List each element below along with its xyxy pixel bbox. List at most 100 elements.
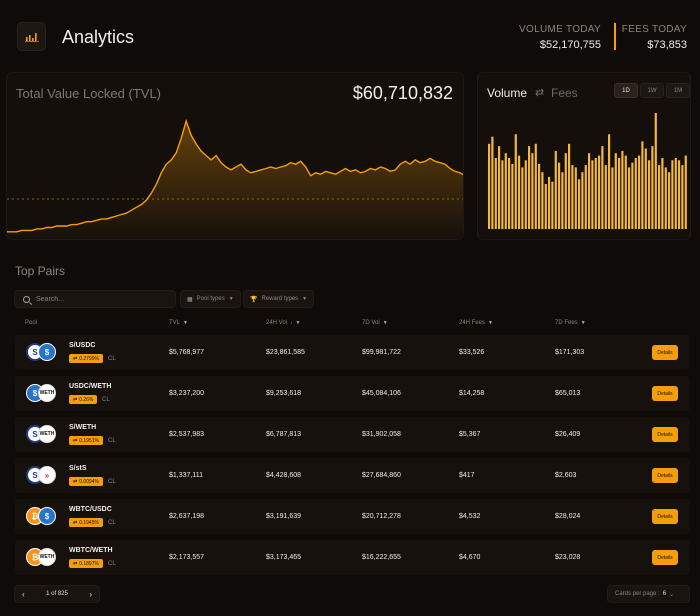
fees24-cell: $5,367 [459, 431, 481, 438]
volume-bar [538, 163, 541, 229]
column-header-24h-fees[interactable]: 24H Fees ▼ [459, 320, 493, 326]
chevron-down-icon: ▼ [228, 296, 234, 302]
token-b-icon: WETH [38, 425, 56, 443]
tvl-cell: $5,768,977 [169, 349, 205, 356]
chevron-left-icon[interactable]: ‹ [22, 589, 25, 599]
volume-bar [648, 160, 651, 229]
tvl-cell: $2,537,983 [169, 431, 205, 438]
stat-divider [614, 23, 616, 50]
column-header-24h-vol[interactable]: 24H Vol ↓ ▼ [266, 320, 301, 326]
tab-volume[interactable]: Volume [487, 86, 528, 100]
tab-fees[interactable]: Fees [551, 86, 578, 100]
table-row[interactable]: ₿ WETH WBTC/WETH ⇄ 0.1897% CL $2,173,557 $3,173… [15, 540, 690, 575]
volume-bar [541, 172, 544, 229]
column-header-tvl[interactable]: TVL ▼ [169, 320, 188, 326]
tvl-cell: $1,337,111 [169, 472, 203, 479]
reward-types-filter[interactable]: 🏆 Reward types ▼ [243, 290, 315, 308]
details-button[interactable]: Details [652, 345, 678, 360]
table-row[interactable]: ₿ $ WBTC/USDC ⇄ 0.1945% CL $2,637,198 $3,191,63… [15, 499, 690, 534]
table-row[interactable]: $ WETH USDC/WETH ⇄ 0.26% CL $3,237,200 $9,253,6… [15, 376, 690, 411]
volume-bar [664, 167, 667, 229]
volume-bar [488, 143, 491, 229]
column-header-7d-vol[interactable]: 7D Vol ▼ [362, 320, 388, 326]
volume-bar [624, 155, 627, 229]
cards-per-page-select[interactable]: Cards per page : 6 ⌄ [607, 585, 690, 603]
vol24-cell: $3,191,639 [266, 513, 302, 520]
vol24-cell: $3,173,465 [266, 554, 302, 561]
fees24-cell: $33,526 [459, 349, 485, 356]
token-b-icon: $ [38, 507, 56, 525]
tvl-cell: $2,173,557 [169, 554, 205, 561]
grid-icon: ▦ [187, 296, 193, 303]
details-button[interactable]: Details [652, 427, 678, 442]
swap-icon: ⇄ [73, 560, 78, 567]
chart-bars-icon [17, 22, 46, 51]
cl-label: CL [108, 479, 116, 485]
fee-badge: ⇄ 0.1951% [69, 436, 103, 445]
volume-bar [578, 179, 581, 229]
details-button[interactable]: Details [652, 509, 678, 524]
chevron-right-icon[interactable]: › [89, 589, 92, 599]
table-row[interactable]: S $ S/USDC ⇄ 0.2799% CL $5,768,977 $23,861,585 $… [15, 335, 690, 370]
fees24-cell: $14,258 [459, 390, 485, 397]
tvl-value: $60,710,832 [352, 83, 453, 103]
details-button[interactable]: Details [652, 386, 678, 401]
swap-icon: ⇄ [73, 478, 78, 485]
fee-badge: ⇄ 0.1945% [69, 518, 103, 527]
range-1m-button[interactable]: 1M [666, 83, 690, 98]
volume-bar [508, 158, 511, 229]
swap-icon: ⇄ [73, 437, 78, 444]
volume-bar [534, 143, 537, 229]
volume-bar [631, 162, 634, 229]
volume-bar [594, 158, 597, 229]
volume-bar [581, 172, 584, 229]
column-header-7d-fees[interactable]: 7D Fees ▼ [555, 320, 586, 326]
filter-icon: ▼ [382, 320, 388, 326]
volume-card: Volume ⇄ Fees 1D 1W 1M [477, 72, 691, 240]
vol24-cell: $6,787,813 [266, 431, 302, 438]
volume-bar [684, 155, 687, 229]
volume-bar [601, 146, 604, 229]
volume-bar [511, 163, 514, 229]
top-pairs-title: Top Pairs [15, 264, 66, 278]
pair-name: USDC/WETH [69, 383, 112, 390]
table-row[interactable]: S» S/stS ⇄ 0.0094% CL $1,337,111 $4,428,608 $27… [15, 458, 690, 493]
tvl-chart [7, 118, 463, 239]
tvl-cell: $3,237,200 [169, 390, 205, 397]
details-button[interactable]: Details [652, 468, 678, 483]
fee-badge: ⇄ 0.1897% [69, 559, 103, 568]
pair-name: S/WETH [69, 424, 97, 431]
volume-bar [568, 143, 571, 229]
pool-types-filter[interactable]: ▦ Pool types ▼ [180, 290, 241, 308]
details-button[interactable]: Details [652, 550, 678, 565]
volume-bar [611, 167, 614, 229]
cards-per-page-value: 6 [662, 591, 667, 597]
volume-bar [591, 160, 594, 229]
range-1w-button[interactable]: 1W [640, 83, 664, 98]
pair-name: WBTC/WETH [69, 547, 113, 554]
volume-bar [561, 172, 564, 229]
fee-badge: ⇄ 0.26% [69, 395, 98, 404]
volume-bar [658, 165, 661, 229]
fees7-cell: $26,409 [555, 431, 581, 438]
volume-bar [564, 153, 567, 229]
tvl-area [7, 121, 463, 239]
volume-bar [531, 153, 534, 229]
volume-bar [574, 167, 577, 229]
search-box[interactable] [14, 290, 176, 308]
fees-today-value: $73,853 [647, 39, 687, 51]
table-row[interactable]: S WETH S/WETH ⇄ 0.1951% CL $2,537,983 $6,787,81… [15, 417, 690, 452]
range-1d-button[interactable]: 1D [614, 83, 638, 98]
vol24-cell: $4,428,608 [266, 472, 302, 479]
volume-bar [528, 146, 531, 229]
vol7-cell: $31,902,058 [362, 431, 401, 438]
volume-bar [514, 134, 517, 229]
volume-bar [551, 181, 554, 229]
fees7-cell: $23,028 [555, 554, 581, 561]
swap-icon[interactable]: ⇄ [535, 87, 545, 99]
search-input[interactable] [36, 295, 166, 303]
pool-types-label: Pool types [196, 296, 225, 302]
volume-bar [651, 146, 654, 229]
volume-bar [518, 155, 521, 229]
vol7-cell: $27,684,860 [362, 472, 401, 479]
